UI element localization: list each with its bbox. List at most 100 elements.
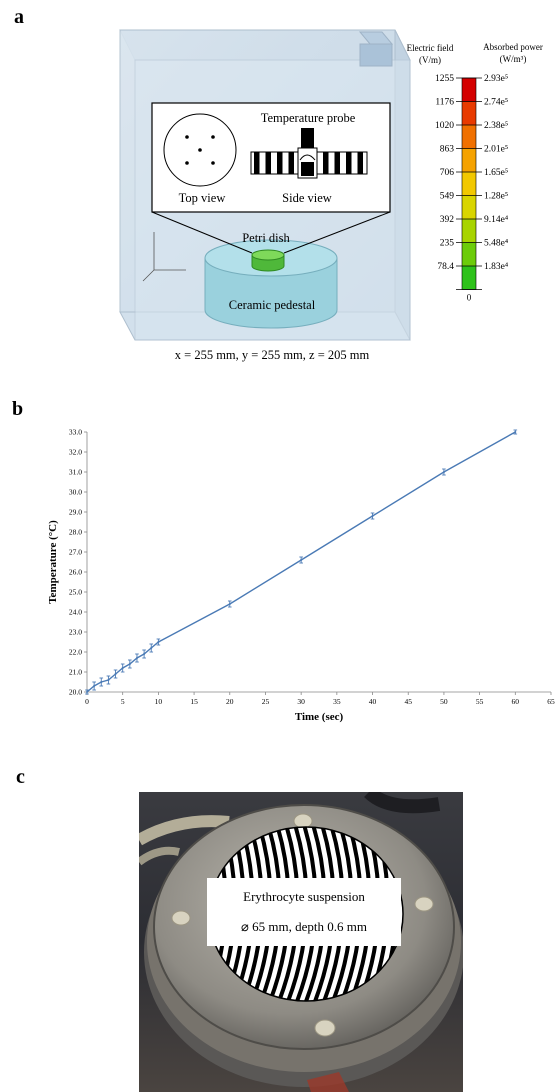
- x-tick-label: 5: [121, 697, 125, 706]
- absorbed-power-value: 2.93e⁵: [484, 74, 508, 84]
- x-tick-label: 35: [333, 697, 341, 706]
- y-tick-label: 31.0: [69, 468, 82, 477]
- y-tick-label: 24.0: [69, 608, 82, 617]
- y-tick-label: 22.0: [69, 648, 82, 657]
- y-tick-label: 29.0: [69, 508, 82, 517]
- x-tick-label: 40: [369, 697, 377, 706]
- side-view-stripe: [334, 152, 340, 174]
- side-view-stripe: [288, 152, 294, 174]
- petri-dish-label: Petri dish: [242, 231, 290, 245]
- y-tick-label: 33.0: [69, 428, 82, 437]
- color-scale-swatch: [462, 172, 476, 196]
- electric-field-value: 863: [440, 145, 455, 155]
- temperature-probe-label: Temperature probe: [261, 111, 356, 125]
- electric-field-value: 1255: [435, 74, 454, 84]
- color-scale-swatch: [462, 78, 476, 102]
- data-point: [121, 667, 124, 669]
- color-scale-swatch: [462, 242, 476, 266]
- x-tick-label: 10: [155, 697, 163, 706]
- x-tick-label: 60: [512, 697, 520, 706]
- x-tick-label: 55: [476, 697, 484, 706]
- x-tick-label: 65: [547, 697, 555, 706]
- screw-heads: [171, 813, 434, 1037]
- sample-label-line1: Erythrocyte suspension: [243, 889, 365, 904]
- y-tick-label: 32.0: [69, 448, 82, 457]
- absorbed-power-value: 2.38e⁵: [484, 121, 508, 131]
- color-scale-zero: 0: [467, 293, 472, 303]
- electric-field-title-2: (V/m): [419, 55, 441, 65]
- data-point: [93, 685, 96, 687]
- x-tick-label: 0: [85, 697, 89, 706]
- electric-field-value: 392: [440, 215, 455, 225]
- data-point: [442, 471, 445, 473]
- absorbed-power-title-2: (W/m³): [500, 54, 527, 64]
- side-view-stripe: [346, 152, 352, 174]
- side-view-stripe: [254, 152, 260, 174]
- absorbed-power-value: 2.01e⁵: [484, 145, 508, 155]
- color-scale: Electric field (V/m) Absorbed power (W/m…: [407, 42, 543, 303]
- electric-field-value: 1020: [435, 121, 454, 131]
- temperature-chart: 20.0 21.0 22.0 23.0 24.0 25.0 26.0 27.0 28.0 29.0…: [47, 428, 555, 724]
- callout-line-right: [283, 211, 391, 254]
- x-tick-label: 50: [440, 697, 448, 706]
- data-point: [300, 559, 303, 561]
- callout-line-left: [151, 211, 253, 254]
- waveguide-port: [358, 31, 394, 67]
- electric-field-value: 235: [440, 239, 455, 249]
- data-point: [100, 681, 103, 683]
- temperature-series-line: [86, 431, 516, 693]
- data-point: [86, 691, 88, 693]
- y-tick-label: 20.0: [69, 688, 82, 697]
- electric-field-title-1: Electric field: [407, 43, 454, 53]
- y-tick-label: 23.0: [69, 628, 82, 637]
- x-tick-label: 30: [297, 697, 305, 706]
- side-view-stripe: [265, 152, 271, 174]
- color-scale-swatch: [462, 101, 476, 125]
- absorbed-power-value: 9.14e⁴: [484, 215, 509, 225]
- y-tick-label: 30.0: [69, 488, 82, 497]
- electric-field-value: 549: [440, 192, 455, 202]
- absorbed-power-value: 1.83e⁴: [484, 262, 509, 272]
- petri-dish: [251, 249, 285, 272]
- chamber-dimensions: x = 255 mm, y = 255 mm, z = 205 mm: [175, 348, 370, 362]
- color-scale-outline: [461, 77, 477, 290]
- absorbed-power-value: 5.48e⁴: [484, 239, 509, 249]
- side-view-stripe: [277, 152, 283, 174]
- data-point: [514, 431, 517, 433]
- data-point: [135, 657, 138, 659]
- color-scale-swatch: [462, 148, 476, 172]
- sample-holder-photo: Erythrocyte suspension ⌀ 65 mm, depth 0.…: [139, 792, 463, 1092]
- data-point: [114, 673, 117, 675]
- data-point: [107, 679, 110, 681]
- top-view-label: Top view: [179, 191, 226, 205]
- data-point: [150, 647, 153, 649]
- side-view-label: Side view: [282, 191, 332, 205]
- electric-field-value: 1176: [435, 98, 454, 108]
- electric-field-value: 78.4: [437, 262, 454, 272]
- x-tick-label: 15: [190, 697, 198, 706]
- side-view-stripe: [357, 152, 363, 174]
- sample-label-line2: ⌀ 65 mm, depth 0.6 mm: [241, 919, 367, 934]
- color-scale-swatch: [462, 219, 476, 243]
- data-point: [371, 515, 374, 517]
- data-point: [228, 603, 231, 605]
- sample-label-box: [207, 878, 401, 946]
- x-tick-label: 20: [226, 697, 234, 706]
- x-axis-label: Time (sec): [295, 711, 344, 723]
- panel-b-letter: b: [12, 398, 24, 420]
- side-view-stripe: [323, 152, 329, 174]
- y-tick-label: 27.0: [69, 548, 82, 557]
- x-tick-label: 45: [404, 697, 412, 706]
- data-point: [143, 653, 146, 655]
- data-point: [157, 641, 160, 643]
- axes-gizmo: [142, 232, 186, 282]
- panel-a-letter: a: [14, 6, 24, 28]
- absorbed-power-title-1: Absorbed power: [483, 42, 543, 52]
- color-scale-swatch: [462, 195, 476, 219]
- panel-c-letter: c: [16, 766, 25, 788]
- absorbed-power-value: 1.65e⁵: [484, 168, 508, 178]
- y-tick-label: 28.0: [69, 528, 82, 537]
- electric-field-value: 706: [440, 168, 455, 178]
- y-tick-label: 25.0: [69, 588, 82, 597]
- top-view-icon: [163, 113, 237, 187]
